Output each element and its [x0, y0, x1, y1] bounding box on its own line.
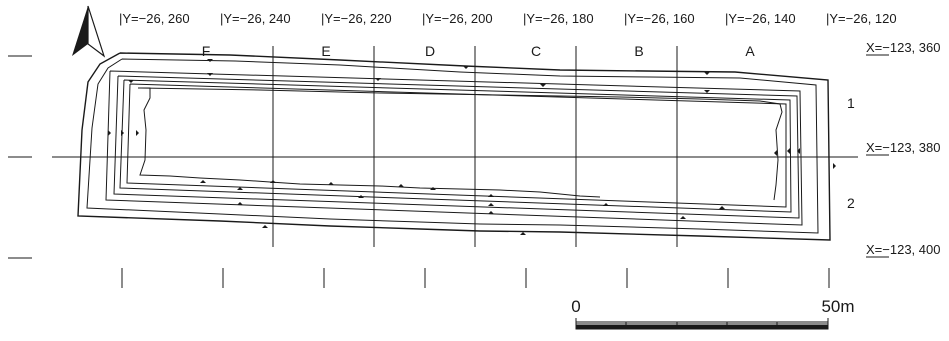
- grid-column-label: F: [202, 43, 211, 59]
- y-grid-lines: [272, 46, 678, 247]
- north-arrow-icon: [72, 5, 106, 58]
- grid-column-label: E: [321, 43, 330, 59]
- grid-row-label: 1: [847, 95, 855, 111]
- y-coordinate-label: |Y=−26, 180: [523, 11, 594, 26]
- slope-marks: [108, 59, 836, 235]
- y-coordinate-label: |Y=−26, 260: [119, 11, 190, 26]
- y-coordinate-label: |Y=−26, 160: [624, 11, 695, 26]
- scale-start-label: 0: [571, 297, 580, 316]
- x-coordinate-label: X=−123, 400: [866, 242, 940, 257]
- grid-row-label: 2: [847, 195, 855, 211]
- y-coordinate-label: |Y=−26, 120: [826, 11, 897, 26]
- y-coordinate-label: |Y=−26, 140: [725, 11, 796, 26]
- y-coordinate-label: |Y=−26, 220: [321, 11, 392, 26]
- grid-column-label: C: [531, 43, 541, 59]
- x-coordinate-label: X=−123, 380: [866, 140, 940, 155]
- scale-bar: [575, 318, 829, 330]
- y-coordinate-label: |Y=−26, 200: [422, 11, 493, 26]
- outer-contour: [86, 58, 819, 234]
- x-coordinate-label: X=−123, 360: [866, 40, 940, 55]
- grid-column-label: B: [634, 43, 643, 59]
- grid-column-label: D: [425, 43, 435, 59]
- pit-floor-edge: [138, 87, 783, 201]
- outer-boundary: [77, 52, 831, 241]
- scale-end-label: 50m: [821, 297, 854, 316]
- x-grid-ticks: [8, 55, 32, 259]
- y-coordinate-label: |Y=−26, 240: [220, 11, 291, 26]
- y-grid-ticks: [121, 268, 830, 288]
- grid-column-label: A: [745, 43, 755, 59]
